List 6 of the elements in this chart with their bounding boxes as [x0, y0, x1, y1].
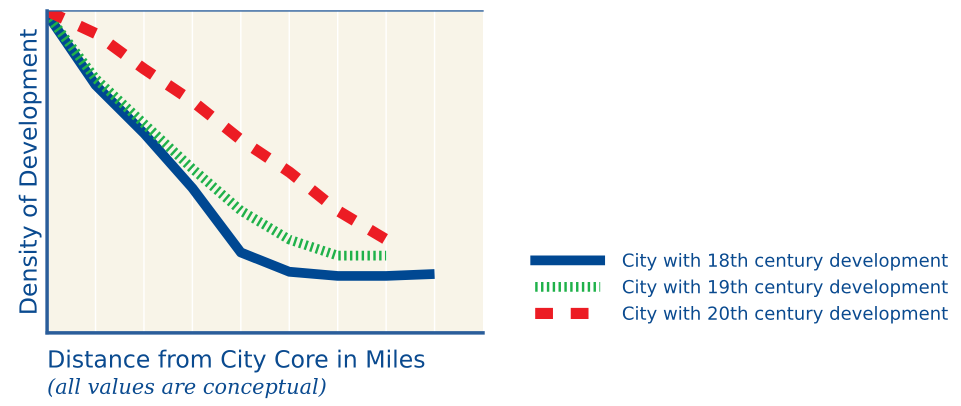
legend-label: City with 20th century development [622, 306, 948, 324]
legend-label: City with 19th century development [622, 280, 948, 297]
text: (all values are conceptual) [48, 378, 326, 398]
x-axis-title: Distance from City Core in Miles [49, 350, 424, 372]
y-axis-title: Density of Development [18, 29, 42, 313]
legend-label: City with 18th century development [622, 253, 948, 270]
